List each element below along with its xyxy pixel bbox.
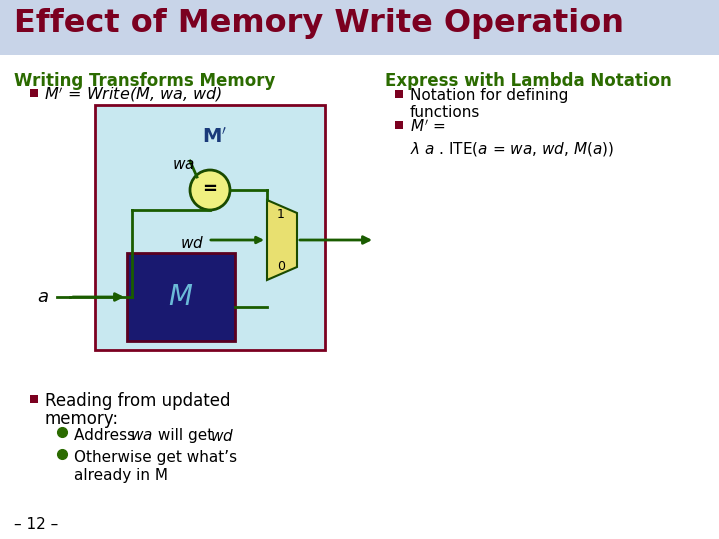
Text: Notation for defining: Notation for defining (410, 88, 569, 103)
Bar (127, 253, 235, 341)
Bar (0, 0, 719, 55)
Text: Otherwise get what’s: Otherwise get what’s (74, 450, 237, 465)
Bar (30, 89, 38, 97)
Text: Address: Address (74, 428, 140, 443)
Text: Writing Transforms Memory: Writing Transforms Memory (14, 72, 275, 90)
Text: $\lambda$ $a$ . ITE($a$ = $wa$, $wd$, $M$($a$)): $\lambda$ $a$ . ITE($a$ = $wa$, $wd$, $M… (410, 140, 614, 158)
Text: $a$: $a$ (37, 288, 49, 306)
Text: $wd$: $wd$ (180, 235, 204, 251)
Text: =: = (203, 180, 218, 198)
Text: already in M: already in M (74, 468, 168, 483)
Text: $M$: $M$ (168, 283, 193, 311)
Text: memory:: memory: (45, 410, 119, 428)
Bar (30, 395, 38, 403)
Text: 1: 1 (277, 208, 285, 220)
Polygon shape (267, 200, 297, 280)
Bar (395, 121, 403, 129)
Bar (95, 105, 325, 350)
Text: functions: functions (410, 105, 480, 120)
Text: Reading from updated: Reading from updated (45, 392, 231, 410)
Text: will get: will get (153, 428, 218, 443)
Circle shape (190, 170, 230, 210)
Text: $wa$: $wa$ (172, 157, 195, 172)
Text: Effect of Memory Write Operation: Effect of Memory Write Operation (14, 8, 624, 39)
Text: $\mathbf{M'}$: $\mathbf{M'}$ (202, 127, 227, 147)
Text: $M'$ =: $M'$ = (410, 118, 446, 135)
Text: $wd$: $wd$ (210, 428, 234, 444)
Bar (395, 90, 403, 98)
Text: $M'$ = Write($M$, $wa$, $wd$): $M'$ = Write($M$, $wa$, $wd$) (44, 85, 222, 105)
Text: Express with Lambda Notation: Express with Lambda Notation (385, 72, 672, 90)
Text: – 12 –: – 12 – (14, 517, 58, 532)
Text: 0: 0 (277, 259, 285, 273)
Text: $wa$: $wa$ (130, 428, 153, 443)
